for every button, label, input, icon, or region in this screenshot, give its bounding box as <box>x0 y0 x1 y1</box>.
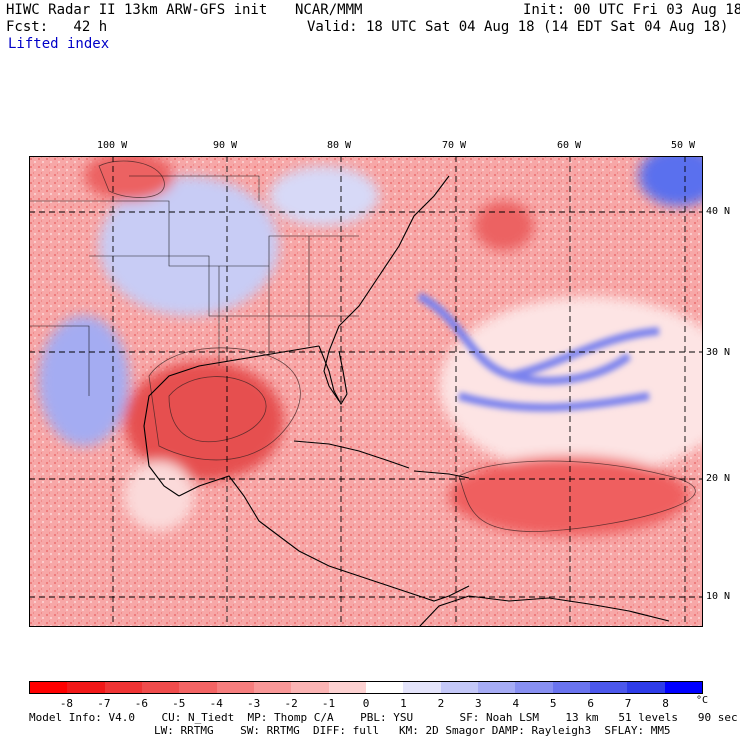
coastlines <box>143 175 670 627</box>
colorbar-cell <box>253 682 292 693</box>
org-label: NCAR/MMM <box>295 2 363 18</box>
lon-label-50w: 50 W <box>671 140 696 151</box>
field-name: Lifted index <box>8 36 110 52</box>
yucatan <box>178 475 360 577</box>
contour-gulf-2 <box>168 376 267 443</box>
texas-stable-region <box>39 316 129 446</box>
lat-label-40n: 40 N <box>706 206 731 217</box>
state-borders <box>29 175 359 396</box>
colorbar-cell <box>403 682 441 693</box>
model-info-line-1: Model Info: V4.0 CU: N_Tiedt MP: Thomp C… <box>29 711 738 724</box>
contours <box>98 160 696 532</box>
colorbar-tick-label: 5 <box>549 697 557 710</box>
florida <box>318 345 348 406</box>
central-america <box>358 575 470 602</box>
colorbar-cell <box>291 682 329 693</box>
lon-label-90w: 90 W <box>213 140 238 151</box>
us-east-coast <box>323 175 450 402</box>
colorbar-cell <box>365 682 404 693</box>
band-2 <box>457 392 650 412</box>
colorbar-tick-label: 1 <box>400 697 407 710</box>
plains-stable-region <box>99 176 279 316</box>
colorbar-cell <box>67 682 105 693</box>
contour-gulf-1 <box>148 347 301 461</box>
model-info-line-2: LW: RRTMG SW: RRTMG DIFF: full KM: 2D Sm… <box>154 724 671 737</box>
colorbar-tick-label: -6 <box>134 697 148 710</box>
colorbar-tick-label: 4 <box>512 697 520 710</box>
colorbar-tick-label: -1 <box>321 697 336 710</box>
colorbar-tick-label: 3 <box>475 697 482 710</box>
nw-atlantic-unstable <box>474 201 534 251</box>
lon-label-70w: 70 W <box>442 140 467 151</box>
border-7 <box>129 175 260 201</box>
lon-label-80w: 80 W <box>327 140 352 151</box>
colorbar-cell <box>30 682 68 693</box>
colorbar-tick-label: 0 <box>362 697 370 710</box>
colorbar-cell <box>328 682 366 693</box>
colorbar-tick-label: 7 <box>624 697 632 710</box>
contour-carib-1 <box>458 460 696 532</box>
forecast-hour: Fcst: 42 h <box>6 19 108 35</box>
colorbar-tick-label: 2 <box>437 697 445 710</box>
colorbar-tick-label: -5 <box>172 697 186 710</box>
colorbar-cell <box>515 682 553 693</box>
lat-lon-grid <box>29 156 703 627</box>
cuba <box>293 440 410 469</box>
colorbar-cell <box>589 682 628 693</box>
lon-label-60w: 60 W <box>557 140 582 151</box>
colorbar-tick-label: -2 <box>284 697 298 710</box>
colorbar-tick-label: 6 <box>587 697 594 710</box>
colorbar-tick-label: -8 <box>59 697 74 710</box>
mexico-neutral <box>124 461 194 531</box>
lon-label-100w: 100 W <box>97 140 128 151</box>
gulf-unstable-core <box>124 361 284 481</box>
border-6 <box>29 325 90 396</box>
colorbar-unit: °C <box>696 695 709 706</box>
contour-ne <box>98 160 165 198</box>
colorbar-tick-label: -4 <box>209 697 223 710</box>
colorbar-cell <box>664 682 702 693</box>
lat-label-30n: 30 N <box>706 347 731 358</box>
caribbean-unstable-core <box>449 456 689 536</box>
model-title: HIWC Radar II 13km ARW-GFS init <box>6 2 268 18</box>
lat-label-10n: 10 N <box>706 591 731 602</box>
colorbar <box>29 681 703 694</box>
ne-corner-stable <box>639 156 703 206</box>
colorbar-tick-label: 8 <box>662 697 669 710</box>
map-frame <box>29 156 703 627</box>
border-2 <box>89 255 359 317</box>
colorbar-tick-label: -3 <box>247 697 261 710</box>
band-1 <box>417 292 632 385</box>
colorbar-cell <box>552 682 590 693</box>
great-lakes-stable-region <box>269 166 379 226</box>
south-america <box>418 595 670 627</box>
colorbar-cell <box>216 682 254 693</box>
field-shading <box>39 156 703 536</box>
colorbar-cell <box>104 682 142 693</box>
valid-time: Valid: 18 UTC Sat 04 Aug 18 (14 EDT Sat … <box>307 19 729 35</box>
lat-label-20n: 20 N <box>706 473 731 484</box>
lifted-index-map <box>29 156 703 627</box>
colorbar-cell <box>179 682 217 693</box>
init-time: Init: 00 UTC Fri 03 Aug 18 <box>523 2 740 18</box>
colorbar-cell <box>141 682 180 693</box>
colorbar-tick-label: -7 <box>97 697 111 710</box>
colorbar-cell <box>440 682 478 693</box>
colorbar-cell <box>477 682 516 693</box>
atlantic-stable-region <box>439 296 703 476</box>
colorbar-cell <box>627 682 665 693</box>
hispaniola <box>413 470 470 479</box>
